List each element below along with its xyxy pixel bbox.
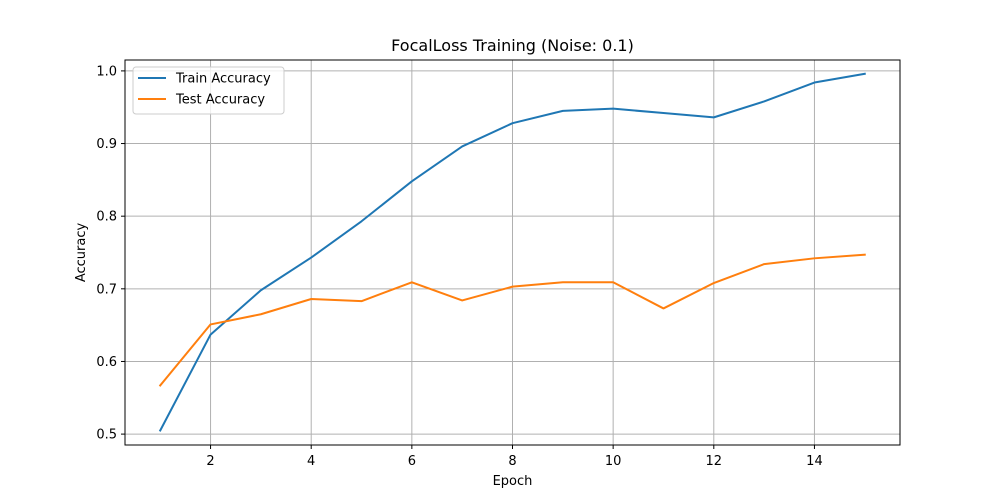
x-tick-label: 6 [408,454,416,469]
y-tick-label: 0.5 [96,428,117,443]
y-tick-label: 0.7 [96,282,117,297]
chart-title: FocalLoss Training (Noise: 0.1) [391,36,634,55]
x-axis-label: Epoch [493,474,533,489]
y-tick-label: 0.9 [96,137,117,152]
y-tick-label: 1.0 [96,64,117,79]
y-tick-label: 0.6 [96,355,117,370]
train-accuracy-line [158,72,866,432]
series-layer [158,72,866,432]
legend-label-test: Test Accuracy [175,93,265,108]
legend-label-train: Train Accuracy [175,72,271,87]
grid [125,60,900,445]
x-tick-label: 12 [706,454,723,469]
x-tick-label: 8 [508,454,516,469]
test-accuracy-line [158,253,866,387]
x-tick-label: 4 [307,454,315,469]
x-tick-label: 2 [206,454,214,469]
legend-box [132,66,285,115]
y-axis-label: Accuracy [74,223,89,283]
legend: Train Accuracy Test Accuracy [132,66,285,115]
axis-ticks: 2 4 6 8 10 12 14 0.5 0.6 0.7 0.8 0.9 1.0 [96,64,822,469]
x-tick-label: 14 [806,454,823,469]
y-tick-label: 0.8 [96,210,117,225]
x-tick-label: 10 [605,454,622,469]
